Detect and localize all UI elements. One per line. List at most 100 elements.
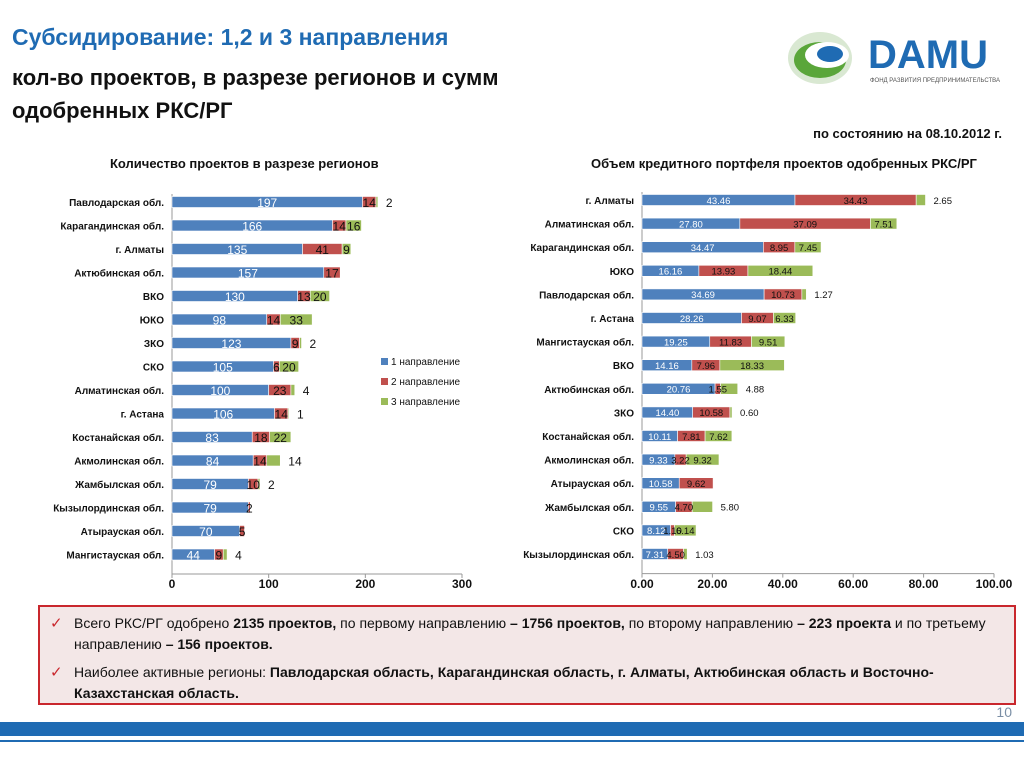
legend-swatch: [381, 378, 388, 385]
data-label: 44: [187, 549, 201, 563]
data-label: 7.62: [709, 432, 728, 443]
data-label: 43.46: [707, 196, 731, 207]
data-label: 9: [292, 337, 299, 351]
bar-segment: [794, 241, 822, 253]
data-label: 105: [213, 361, 233, 375]
bar-segment: [222, 548, 228, 561]
data-label: 13: [297, 290, 311, 304]
data-label: 34.43: [844, 196, 868, 207]
bar-segment: [773, 312, 796, 324]
data-label: 18.33: [740, 361, 764, 372]
category-label: Акмолинская обл.: [74, 456, 164, 468]
data-label: 4.70: [675, 503, 694, 514]
data-label: 37.09: [793, 219, 817, 230]
summary-box: ✓ Всего РКС/РГ одобрено 2135 проектов, п…: [38, 605, 1016, 705]
data-label: 14.16: [655, 361, 679, 372]
x-tick-label: 60.00: [838, 577, 868, 591]
data-label: 98: [213, 314, 227, 328]
data-label: 7.96: [697, 361, 716, 372]
data-label: 20: [313, 290, 327, 304]
x-tick-label: 20.00: [697, 577, 727, 591]
data-label: 6: [273, 361, 280, 375]
legend-swatch: [381, 358, 388, 365]
category-label: Атырауская обл.: [81, 526, 165, 538]
category-label: Павлодарская обл.: [539, 289, 634, 301]
damu-logo: DAMU ФОНД РАЗВИТИЯ ПРЕДПРИНИМАТЕЛЬСТВА: [788, 32, 1000, 84]
legend-swatch: [381, 398, 388, 405]
bar-segment: [747, 264, 814, 277]
data-label: 9: [343, 243, 350, 257]
data-label: 1.27: [814, 290, 833, 301]
x-tick-label: 100.00: [976, 577, 1013, 591]
data-label: 130: [225, 290, 245, 304]
data-label: 19.25: [664, 337, 688, 348]
data-label: 2: [268, 478, 275, 492]
bar-segment: [345, 219, 362, 232]
data-label: 0.60: [740, 408, 759, 419]
data-label: 33: [290, 314, 304, 328]
data-label: 34.47: [691, 243, 715, 254]
data-label: 5: [239, 525, 246, 539]
data-label: 70: [199, 525, 213, 539]
bar-segment: [257, 478, 261, 490]
data-label: 166: [242, 220, 262, 234]
data-label: 14: [275, 408, 289, 422]
data-label: 16: [347, 220, 361, 234]
category-label: Кызылординская обл.: [53, 503, 164, 515]
data-label: 9.62: [687, 479, 706, 490]
x-tick-label: 300: [452, 577, 472, 591]
data-label: 10.11: [648, 432, 671, 443]
data-label: 79: [204, 478, 218, 492]
bar-segment: [278, 360, 299, 373]
category-label: Костанайская обл.: [72, 432, 164, 444]
bar-segment: [751, 335, 786, 348]
bar-segment: [248, 501, 251, 514]
data-label: 2.65: [934, 196, 953, 207]
logo-wordmark: DAMU: [868, 33, 988, 77]
category-label: Павлодарская обл.: [69, 197, 164, 209]
data-label: 100: [210, 384, 230, 398]
data-label: 135: [227, 243, 247, 257]
page-title: Субсидирование: 1,2 и 3 направления: [12, 24, 449, 50]
logo-tagline: ФОНД РАЗВИТИЯ ПРЕДПРИНИМАТЕЛЬСТВА: [870, 78, 1000, 84]
data-label: 4.50: [666, 550, 685, 561]
data-label: 9.32: [693, 455, 712, 466]
x-tick-label: 0: [169, 577, 176, 591]
right-chart: 0.00 20.00 40.00 60.00 80.00 100.00 г. Алматы 4…: [523, 192, 1013, 591]
bar-segment: [341, 243, 352, 255]
data-label: 157: [238, 267, 258, 281]
data-label: 79: [204, 502, 218, 516]
data-label: 1.55: [709, 385, 728, 396]
data-label: 9.55: [650, 503, 669, 514]
category-label: Актюбинская обл.: [544, 384, 634, 396]
data-label: 34.69: [691, 290, 715, 301]
category-label: Актюбинская обл.: [74, 268, 164, 280]
category-label: ЮКО: [140, 316, 164, 327]
data-label: 20.76: [667, 385, 691, 396]
x-tick-label: 0.00: [630, 577, 654, 591]
data-label: 14: [288, 455, 302, 469]
data-label: 14: [267, 314, 281, 328]
category-label: Жамбылская обл.: [544, 502, 634, 514]
data-label: 6.14: [676, 526, 695, 537]
bar-segment: [239, 525, 245, 537]
bar-segment: [719, 359, 785, 372]
category-label: Атырауская обл.: [551, 478, 635, 490]
bar-segment: [279, 313, 313, 326]
data-label: 18: [254, 431, 268, 445]
data-label: 41: [316, 243, 330, 257]
data-label: 9.51: [759, 337, 778, 348]
checkmark-icon: ✓: [50, 664, 63, 681]
category-label: Жамбылская обл.: [74, 479, 164, 491]
data-label: 11.83: [719, 337, 742, 348]
data-label: 4: [303, 384, 310, 398]
data-label: 14.40: [655, 408, 679, 419]
data-label: 10: [247, 478, 261, 492]
footer-bar: [0, 722, 1024, 736]
data-label: 2: [310, 337, 317, 351]
category-label: Карагандинская обл.: [530, 242, 634, 254]
bar-segment: [683, 548, 688, 560]
bar-segment: [269, 431, 292, 443]
bar-segment: [375, 196, 379, 208]
